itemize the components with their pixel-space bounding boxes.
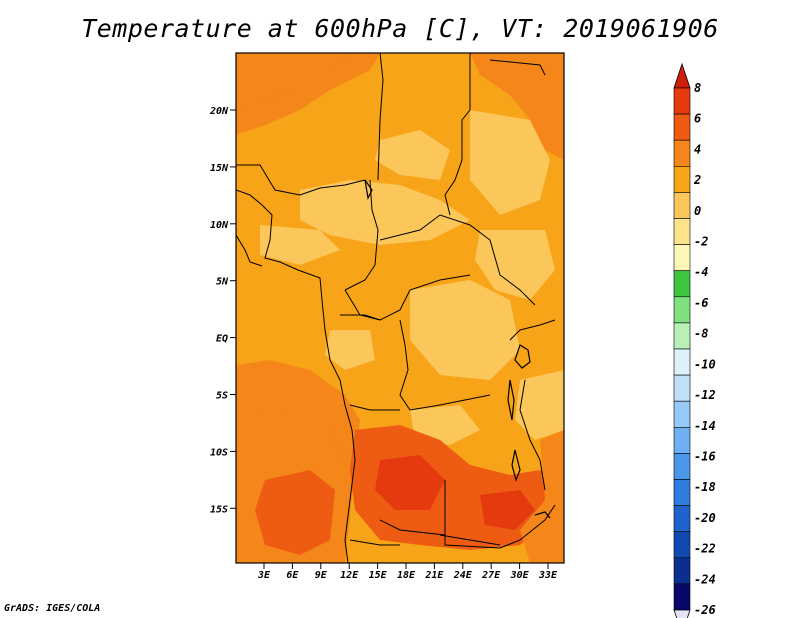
colorbar-swatch [673,583,691,611]
colorbar-level-label: -20 [694,511,716,525]
latitude-axis: 20N 15N 10N 5N EQ 5S 10S 15S [209,106,236,515]
colorbar-swatch [673,322,691,350]
colorbar-level-label: -26 [694,603,716,617]
colorbar-level-label: -8 [694,327,708,341]
colorbar-swatch [673,479,691,506]
colorbar-swatch [673,505,691,533]
lon-tick-label: 30E [510,570,530,581]
lon-tick-label: 15E [369,570,388,581]
lat-tick-label: 10S [210,447,228,458]
colorbar-swatch [673,192,691,219]
colorbar-level-label: -6 [694,296,708,310]
colorbar-swatch [673,426,691,454]
colorbar-level-label: -18 [694,480,716,494]
lon-tick-label: 12E [340,570,359,581]
lat-tick-label: 10N [210,220,229,231]
lon-tick-label: 24E [453,570,473,581]
colorbar-level-label: -4 [694,265,708,279]
lon-tick-label: 33E [538,570,558,581]
colorbar-swatch [673,400,691,428]
colorbar-swatch [673,244,691,272]
colorbar-swatch [673,453,691,480]
colorbar-level-label: 4 [694,142,701,156]
colorbar-level-label: -10 [694,357,716,371]
lon-tick-label: 21E [424,570,444,581]
colorbar-level-label: -14 [694,419,716,433]
colorbar-swatch [673,87,691,115]
colorbar-swatch [673,270,691,298]
colorbar-level-label: -22 [694,542,716,556]
longitude-axis: 3E 6E 9E 12E 15E 18E 21E 24E 27E 30E 33E [257,563,558,581]
colorbar-swatch [673,113,691,141]
map-title: Temperature at 600hPa [C], VT: 201906190… [81,14,719,43]
lat-tick-label: 15N [210,163,229,174]
colorbar-level-label: -16 [694,449,716,463]
lon-tick-label: 3E [257,570,271,581]
credit-label: GrADS: IGES/COLA [4,603,101,614]
lat-tick-label: 15S [210,504,228,515]
colorbar-swatch [673,374,691,402]
colorbar-level-label: 0 [694,204,701,218]
colorbar-swatch [673,557,691,585]
colorbar-bottom-triangle [673,609,691,618]
color-bar: 8 6 4 2 0 -2 -4 -6 -8 -10 -12 -14 -16 -18 -20 -22 -24 -26 [673,62,716,618]
colorbar-level-label: -2 [694,235,708,249]
colorbar-swatch [673,531,691,559]
colorbar-level-label: -12 [694,388,716,402]
lon-tick-label: 9E [315,570,328,581]
colorbar-swatch [673,218,691,245]
colorbar-swatch [673,166,691,193]
lon-tick-label: 18E [397,570,416,581]
lat-tick-label: 5S [216,391,228,402]
colorbar-level-label: 2 [693,173,701,187]
colorbar-level-label: 6 [694,112,701,126]
colorbar-top-triangle [673,62,691,89]
colorbar-swatch [673,296,691,324]
lat-tick-label: EQ [216,334,228,345]
map-frame [235,52,565,564]
colorbar-swatch [673,348,691,376]
colorbar-swatch [673,139,691,167]
temperature-map [236,53,564,563]
lon-tick-label: 27E [481,570,501,581]
lat-tick-label: 20N [209,106,229,117]
lat-tick-label: 5N [216,277,229,288]
lon-tick-label: 6E [286,570,299,581]
borders [236,53,556,563]
colorbar-level-label: -24 [694,572,716,586]
colorbar-level-label: 8 [694,81,701,95]
